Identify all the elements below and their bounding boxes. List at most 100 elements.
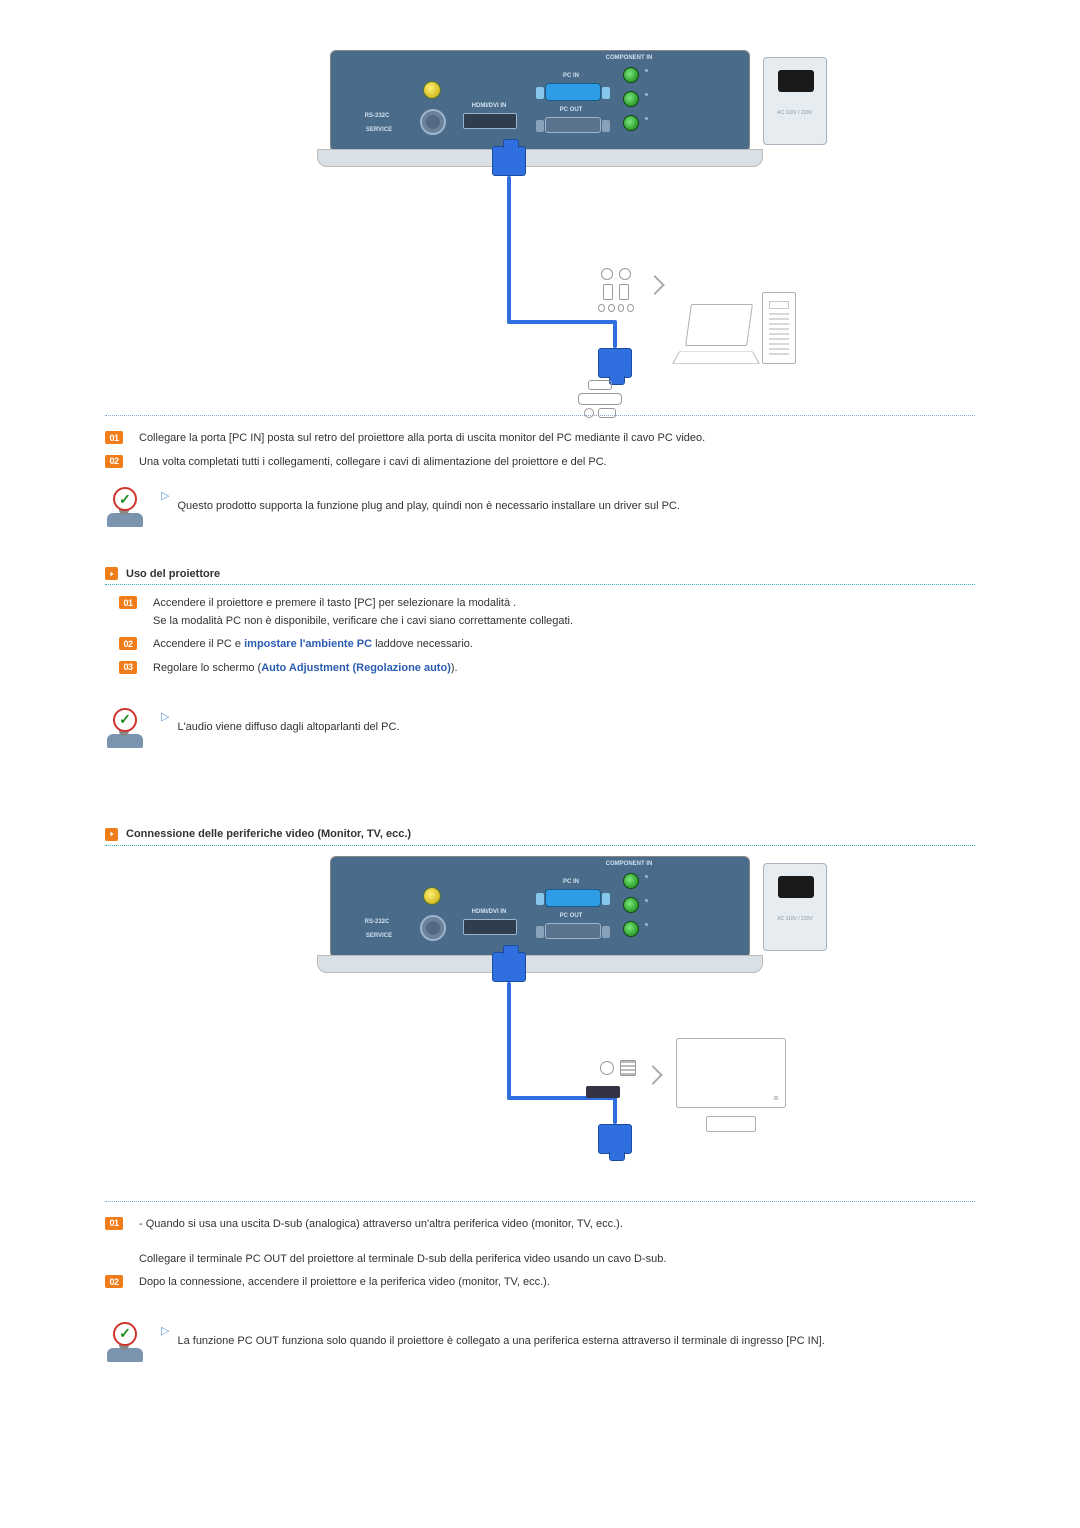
pin-icon	[645, 875, 648, 878]
step-text: Accendere il proiettore e premere il tas…	[153, 595, 975, 630]
step-text: Una volta completati tutti i collegament…	[139, 454, 975, 472]
step-pre: Accendere il PC e	[153, 638, 244, 650]
step-post: laddove necessario.	[372, 638, 473, 650]
video-jack-icon	[423, 887, 441, 905]
chevron-icon	[648, 272, 666, 302]
cable-segment	[613, 1096, 617, 1124]
component-jack-2-icon	[623, 897, 639, 913]
hdmi-port-icon	[463, 919, 517, 935]
vga-plug-top-icon	[492, 146, 526, 176]
pc-out-port-icon	[545, 117, 601, 133]
pc-in-port-icon	[545, 83, 601, 101]
step-row: 01 - Quando si usa una uscita D-sub (ana…	[105, 1216, 975, 1269]
label-component: COMPONENT IN	[599, 55, 659, 61]
label-pc-in: PC IN	[541, 879, 601, 885]
step-text: Dopo la connessione, accendere il proiet…	[139, 1274, 975, 1292]
step-row: 02 Dopo la connessione, accendere il pro…	[105, 1274, 975, 1292]
projector-back-panel: RS-232C SERVICE HDMI/DVI IN PC IN PC OUT…	[330, 50, 750, 392]
heading-bullet-icon	[105, 567, 118, 580]
step-line: Collegare il terminale PC OUT del proiet…	[139, 1253, 666, 1265]
tip-block: ✓ ▷ La funzione PC OUT funziona solo qua…	[105, 1322, 975, 1362]
step-text: - Quando si usa una uscita D-sub (analog…	[139, 1216, 975, 1269]
step-line: Se la modalità PC non è disponibile, ver…	[153, 615, 573, 627]
tip-arrow-icon: ▷	[161, 710, 169, 723]
cable-segment	[613, 320, 617, 348]
label-service: SERVICE	[349, 127, 409, 133]
tip-arrow-icon: ▷	[161, 489, 169, 502]
step-row: 01 Accendere il proiettore e premere il …	[119, 595, 975, 630]
pc-out-port-icon	[545, 923, 601, 939]
tip-text: Questo prodotto supporta la funzione plu…	[177, 487, 975, 516]
tip-block: ✓ ▷ L'audio viene diffuso dagli altoparl…	[105, 708, 975, 748]
num-badge-01: 01	[105, 1217, 123, 1230]
power-supply-icon: AC 110V / 220V	[763, 57, 827, 145]
label-component: COMPONENT IN	[599, 861, 659, 867]
vga-cable	[390, 152, 690, 392]
tip-block: ✓ ▷ Questo prodotto supporta la funzione…	[105, 487, 975, 527]
label-hdmi: HDMI/DVI IN	[459, 909, 519, 915]
check-icon: ✓	[113, 708, 137, 732]
tip-person-icon: ✓	[105, 1322, 149, 1362]
video-jack-icon	[423, 81, 441, 99]
step-row: 03 Regolare lo schermo (Auto Adjustment …	[119, 660, 975, 678]
label-pc-in: PC IN	[541, 73, 601, 79]
label-service: SERVICE	[349, 933, 409, 939]
step-row: 01 Collegare la porta [PC IN] posta sul …	[105, 430, 975, 448]
step-post: ).	[451, 662, 458, 674]
step-line: - Quando si usa una uscita D-sub (analog…	[139, 1218, 623, 1230]
heading-text: Uso del proiettore	[126, 568, 220, 580]
component-jack-1-icon	[623, 873, 639, 889]
tip-person-icon: ✓	[105, 708, 149, 748]
tip-text: L'audio viene diffuso dagli altoparlanti…	[177, 708, 975, 737]
num-badge-03: 03	[119, 661, 137, 674]
step-row: 02 Accendere il PC e impostare l'ambient…	[119, 636, 975, 654]
vga-converter-icon	[600, 1060, 636, 1076]
monitor-icon	[676, 1038, 786, 1132]
pin-icon	[645, 93, 648, 96]
laptop-icon	[670, 304, 760, 368]
panel-body: RS-232C SERVICE HDMI/DVI IN PC IN PC OUT…	[330, 856, 750, 958]
step-pre: Regolare lo schermo (	[153, 662, 261, 674]
psu-label: AC 110V / 220V	[764, 916, 826, 922]
vga-label-icon	[586, 1086, 620, 1098]
heading-text: Connessione delle periferiche video (Mon…	[126, 828, 411, 840]
tip-person-icon: ✓	[105, 487, 149, 527]
label-rs232: RS-232C	[347, 919, 407, 925]
component-jack-1-icon	[623, 67, 639, 83]
pc-tower-icon	[762, 292, 796, 364]
cable-segment	[507, 982, 511, 1098]
pc-ports-icon	[578, 380, 622, 418]
step-text: Accendere il PC e impostare l'ambiente P…	[153, 636, 975, 654]
cable-segment	[507, 176, 511, 322]
step-row: 02 Una volta completati tutti i collegam…	[105, 454, 975, 472]
check-icon: ✓	[113, 487, 137, 511]
vga-plug-bottom-icon	[598, 1124, 632, 1154]
pin-icon	[645, 923, 648, 926]
vga-cable	[390, 958, 690, 1178]
heading-bullet-icon	[105, 828, 118, 841]
link-pc-env[interactable]: impostare l'ambiente PC	[244, 638, 372, 650]
section-heading: Uso del proiettore	[105, 567, 975, 580]
label-hdmi: HDMI/DVI IN	[459, 103, 519, 109]
link-auto-adjust[interactable]: Auto Adjustment (Regolazione auto)	[261, 662, 451, 674]
vga-plug-bottom-icon	[598, 348, 632, 378]
svideo-port-icon	[420, 109, 446, 135]
hdmi-port-icon	[463, 113, 517, 129]
pin-icon	[645, 117, 648, 120]
tip-text: La funzione PC OUT funziona solo quando …	[177, 1322, 975, 1351]
step-line: Accendere il proiettore e premere il tas…	[153, 597, 516, 609]
label-rs232: RS-232C	[347, 113, 407, 119]
step-text: Regolare lo schermo (Auto Adjustment (Re…	[153, 660, 975, 678]
svideo-port-icon	[420, 915, 446, 941]
pin-icon	[645, 899, 648, 902]
diagram-monitor-connection: RS-232C SERVICE HDMI/DVI IN PC IN PC OUT…	[105, 856, 975, 1181]
pin-icon	[645, 69, 648, 72]
pc-connector-block	[598, 268, 634, 324]
dotted-separator	[105, 1201, 975, 1202]
num-badge-02: 02	[105, 455, 123, 468]
num-badge-02: 02	[119, 637, 137, 650]
tip-arrow-icon: ▷	[161, 1324, 169, 1337]
check-icon: ✓	[113, 1322, 137, 1346]
label-pc-out: PC OUT	[541, 107, 601, 113]
component-jack-3-icon	[623, 115, 639, 131]
